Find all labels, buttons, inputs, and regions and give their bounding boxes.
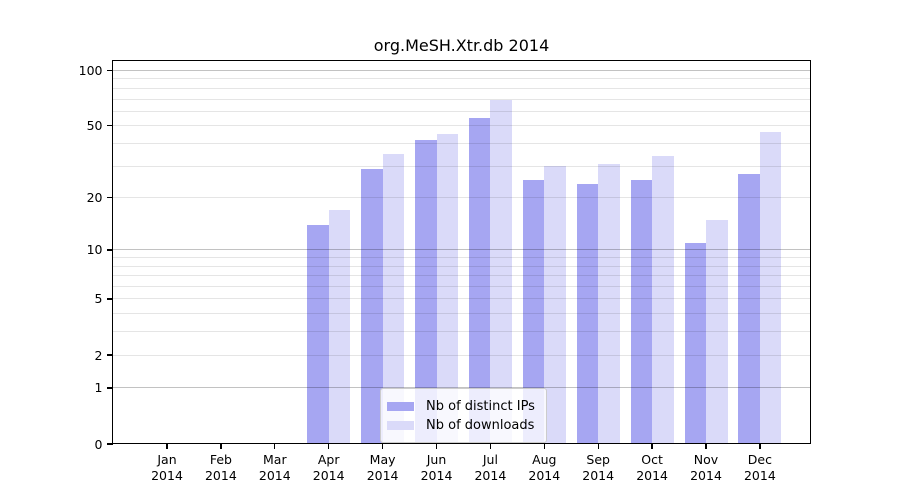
bar-ips-may	[361, 168, 383, 444]
gridline-1	[112, 387, 811, 389]
x-tick-jul	[489, 444, 492, 449]
y-tick-label-2: 2	[94, 347, 103, 363]
y-tick-label-5: 5	[94, 291, 103, 307]
bar-downloads-jul	[490, 100, 512, 444]
legend: Nb of distinct IPs Nb of downloads	[380, 388, 547, 443]
gridline-40	[112, 142, 811, 144]
gridline-3	[112, 331, 811, 333]
chart-title: org.MeSH.Xtr.db 2014	[373, 36, 550, 55]
gridline-70	[112, 98, 811, 100]
y-tick-0	[106, 443, 113, 445]
bar-downloads-dec	[759, 132, 782, 444]
bar-downloads-aug	[544, 166, 566, 444]
y-tick-label-100: 100	[78, 63, 103, 78]
gridline-80	[112, 87, 811, 89]
bar-ips-apr	[307, 224, 329, 444]
gridline-10	[112, 249, 811, 251]
x-tick-nov	[705, 444, 707, 449]
y-tick-10	[106, 249, 113, 251]
bar-ips-jul	[468, 118, 491, 444]
x-tick-label-apr: Apr 2014	[312, 452, 345, 483]
y-tick-label-0: 0	[94, 436, 103, 452]
bar-ips-sep	[576, 183, 599, 444]
y-tick-label-20: 20	[86, 190, 103, 206]
bar-downloads-sep	[598, 163, 620, 444]
bar-ips-jun	[415, 139, 437, 444]
x-tick-label-feb: Feb 2014	[204, 452, 237, 483]
x-tick-sep	[597, 444, 599, 449]
legend-item-distinct-ips: Nb of distinct IPs	[387, 397, 535, 415]
gridline-8	[112, 265, 811, 267]
x-tick-label-may: May 2014	[366, 452, 399, 483]
x-tick-label-jan: Jan 2014	[151, 452, 183, 483]
bar-downloads-apr	[328, 210, 351, 444]
legend-item-downloads: Nb of downloads	[387, 416, 535, 434]
gridline-9	[112, 257, 811, 259]
bar-ips-oct	[630, 180, 653, 444]
gridline-50	[112, 125, 811, 127]
y-tick-5	[106, 298, 113, 300]
y-tick-2	[106, 354, 113, 356]
bar-ips-aug	[522, 180, 545, 444]
x-tick-label-mar: Mar 2014	[258, 452, 291, 483]
bar-downloads-oct	[652, 156, 674, 444]
x-tick-label-nov: Nov 2014	[690, 452, 722, 483]
x-tick-aug	[543, 444, 545, 449]
legend-swatch-distinct-ips	[387, 401, 414, 411]
y-tick-label-50: 50	[86, 118, 103, 134]
legend-label-distinct-ips: Nb of distinct IPs	[426, 398, 535, 414]
x-tick-label-aug: Aug 2014	[528, 452, 561, 483]
gridline-60	[112, 110, 811, 112]
bar-ips-dec	[738, 174, 760, 444]
x-tick-label-jun: Jun 2014	[420, 452, 453, 483]
gridline-7	[112, 275, 811, 277]
bar-ips-nov	[684, 242, 706, 444]
x-tick-label-dec: Dec 2014	[743, 452, 776, 483]
y-tick-20	[106, 196, 113, 199]
x-tick-label-oct: Oct 2014	[636, 452, 668, 483]
y-tick-1	[106, 387, 113, 389]
gridline-100	[112, 70, 811, 71]
x-tick-apr	[328, 444, 330, 449]
gridline-30	[112, 165, 811, 167]
x-tick-feb	[220, 444, 222, 449]
bar-downloads-may	[382, 153, 405, 444]
x-tick-jan	[166, 444, 168, 449]
y-tick-label-1: 1	[94, 380, 103, 396]
y-tick-100	[106, 69, 113, 72]
x-tick-jun	[435, 444, 438, 449]
legend-swatch-downloads	[387, 420, 414, 430]
x-tick-label-jul: Jul 2014	[474, 452, 507, 483]
legend-label-downloads: Nb of downloads	[426, 417, 535, 433]
gridline-6	[112, 286, 811, 288]
x-tick-oct	[651, 444, 653, 449]
gridline-4	[112, 313, 811, 315]
bar-downloads-nov	[706, 219, 728, 444]
x-tick-may	[381, 444, 384, 449]
x-tick-label-sep: Sep 2014	[582, 452, 615, 483]
gridline-5	[112, 298, 811, 300]
x-tick-mar	[274, 444, 276, 449]
y-tick-50	[106, 125, 113, 127]
gridline-20	[112, 197, 811, 199]
y-tick-label-10: 10	[86, 242, 103, 258]
gridline-90	[112, 78, 811, 80]
x-tick-dec	[759, 444, 761, 449]
bar-downloads-jun	[436, 134, 458, 444]
gridline-2	[112, 354, 811, 356]
